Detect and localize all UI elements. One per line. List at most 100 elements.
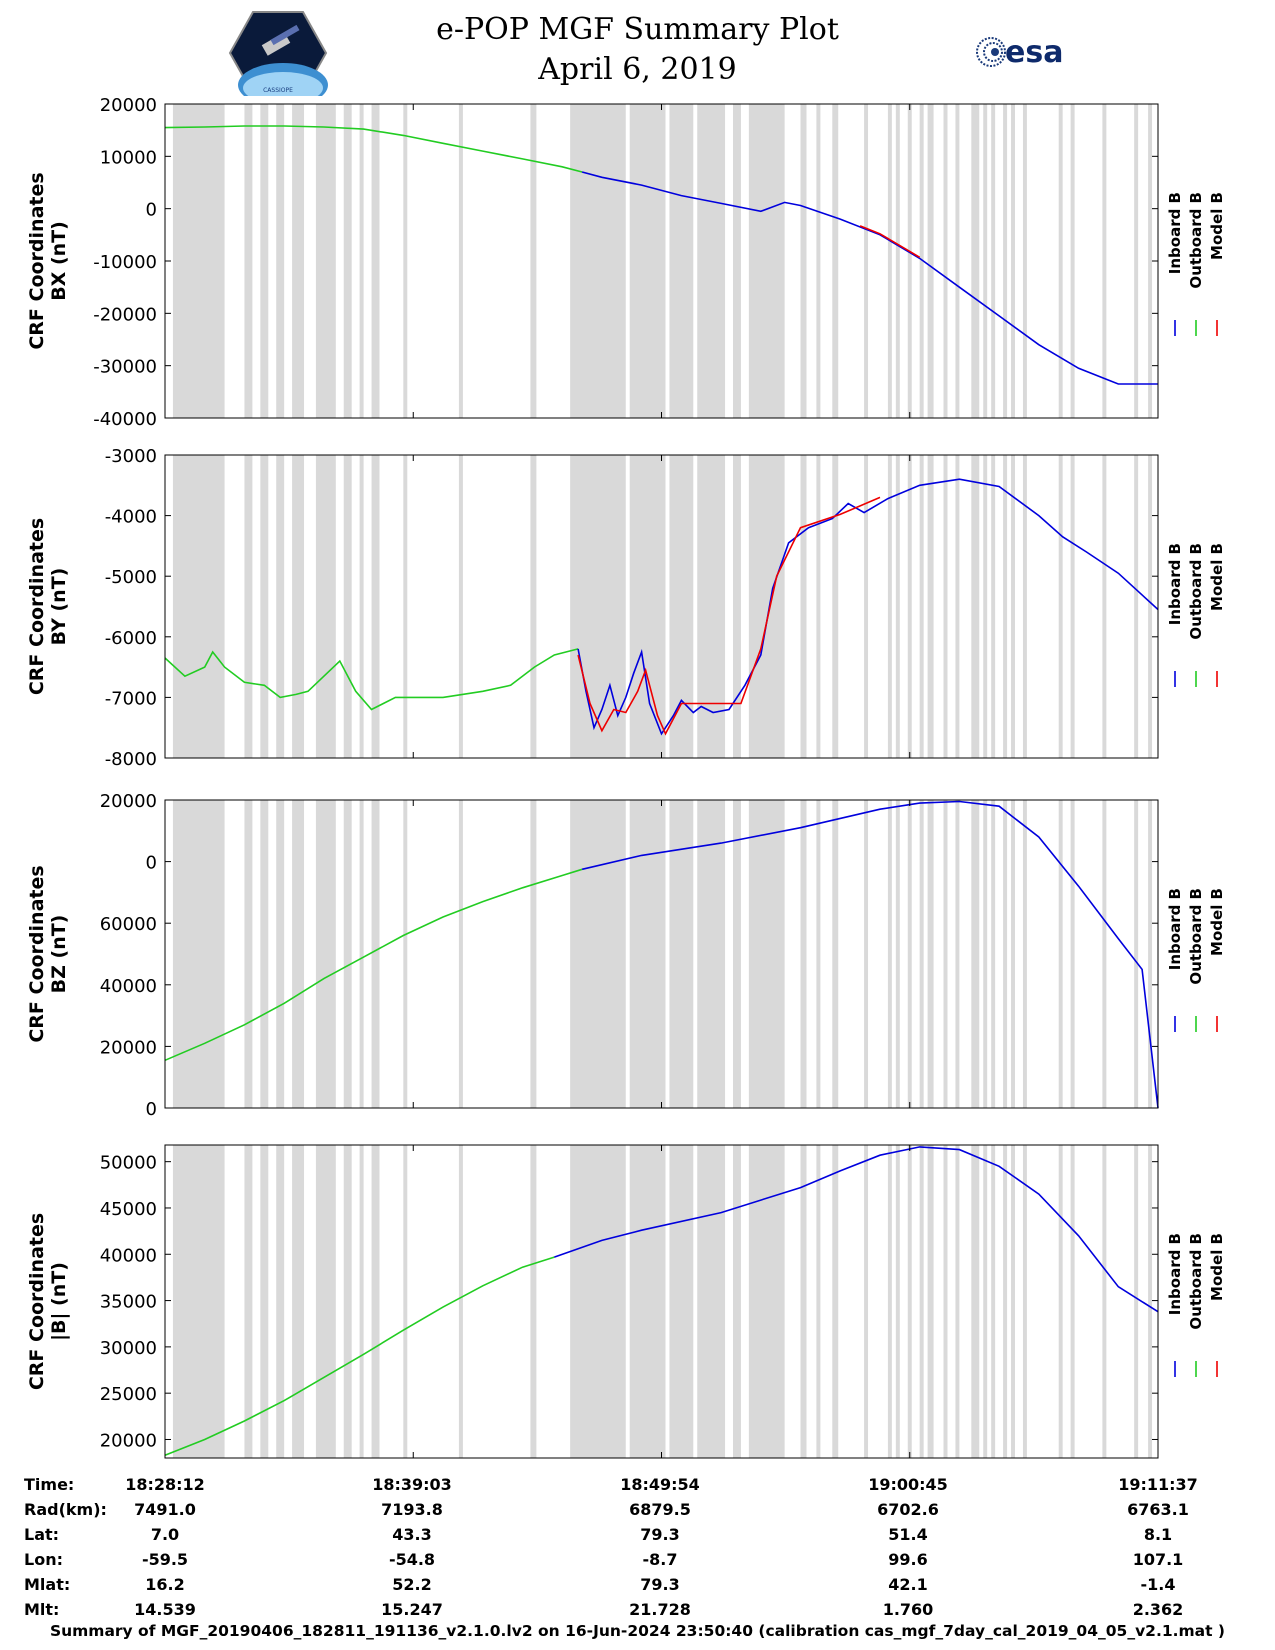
data-gap-band xyxy=(800,800,807,1108)
data-gap-band xyxy=(927,104,934,418)
data-gap-band xyxy=(244,1145,253,1458)
y-tick-label: 40000 xyxy=(100,1245,157,1266)
data-gap-band xyxy=(991,455,996,758)
data-gap-band xyxy=(1011,800,1016,1108)
data-gap-band xyxy=(244,800,253,1108)
data-gap-band xyxy=(832,104,839,418)
y-axis-label: BZ (nT) xyxy=(48,915,70,994)
esa-wordmark: esa xyxy=(1005,35,1063,70)
data-gap-band xyxy=(697,104,726,418)
panel-3: 20000 0 60000 40000 20000 0 CRF Coordinates BZ … xyxy=(26,791,1226,1120)
data-gap-band xyxy=(697,800,726,1108)
data-gap-band xyxy=(359,1145,364,1458)
data-gap-band xyxy=(971,1145,980,1458)
data-gap-band xyxy=(895,455,900,758)
y-tick-label: 25000 xyxy=(100,1384,157,1405)
data-gap-band xyxy=(864,104,869,418)
data-gap-band xyxy=(732,1145,741,1458)
data-gap-band xyxy=(458,800,463,1108)
y-axis-label: CRF Coordinates xyxy=(26,172,48,349)
data-gap-band xyxy=(1102,104,1107,418)
data-gap-band xyxy=(983,800,988,1108)
data-gap-band xyxy=(887,455,892,758)
data-gap-band xyxy=(1102,1145,1107,1458)
data-gap-band xyxy=(887,1145,892,1458)
data-gap-band xyxy=(927,1145,934,1458)
y-tick-label: -5000 xyxy=(105,567,157,588)
y-tick-label: 0 xyxy=(146,853,157,874)
data-gap-band xyxy=(1022,104,1027,418)
data-gap-band xyxy=(907,104,912,418)
data-gap-band xyxy=(276,104,285,418)
data-gap-band xyxy=(530,104,537,418)
plot-title: e-POP MGF Summary Plot xyxy=(436,12,839,47)
series-outboard-b xyxy=(164,868,583,1062)
data-gap-band xyxy=(292,800,305,1108)
panel-4: 50000 45000 40000 35000 30000 25000 20000 CRF C… xyxy=(26,1144,1226,1459)
data-gap-band xyxy=(943,455,948,758)
data-gap-band xyxy=(697,455,726,758)
legend-entry: Model B xyxy=(1208,888,1226,956)
series-model-b xyxy=(859,225,921,258)
data-gap-band xyxy=(919,800,924,1108)
data-gap-band xyxy=(887,800,892,1108)
y-axis-label: BX (nT) xyxy=(48,221,70,301)
y-tick-label: 10000 xyxy=(100,147,157,168)
data-gap-band xyxy=(732,104,741,418)
data-gap-band xyxy=(1070,455,1075,758)
data-gap-band xyxy=(530,455,537,758)
cassiope-logo: CASSIOPE xyxy=(228,11,328,96)
data-gap-band xyxy=(1003,1145,1008,1458)
data-gap-band xyxy=(172,104,225,418)
series-outboard-b xyxy=(164,1256,555,1456)
data-gap-band xyxy=(343,455,352,758)
data-gap-band xyxy=(1070,800,1075,1108)
y-tick-label: 50000 xyxy=(100,1153,157,1174)
data-gap-band xyxy=(343,104,352,418)
y-axis-label: CRF Coordinates xyxy=(26,1213,48,1390)
data-gap-band xyxy=(172,800,225,1108)
series-model-b xyxy=(577,496,881,736)
data-gap-band xyxy=(832,1145,839,1458)
panel-1: 20000 10000 0 -10000 -20000 -30000 -40000 CRF C… xyxy=(26,95,1226,430)
data-gap-band xyxy=(629,104,666,418)
data-gap-band xyxy=(919,104,924,418)
data-gap-band xyxy=(1003,800,1008,1108)
data-gap-band xyxy=(260,1145,269,1458)
data-gap-band xyxy=(887,104,892,418)
series-inboard-b xyxy=(577,478,1159,736)
y-tick-label: -3000 xyxy=(105,446,157,467)
data-gap-band xyxy=(1102,455,1107,758)
data-gap-band xyxy=(1148,104,1153,418)
data-gap-band xyxy=(1011,455,1016,758)
data-gap-band xyxy=(748,455,785,758)
data-gap-band xyxy=(1022,455,1027,758)
legend-entry: Model B xyxy=(1208,1233,1226,1301)
series-inboard-b xyxy=(581,171,1158,385)
data-gap-band xyxy=(832,455,839,758)
data-gap-band xyxy=(927,800,934,1108)
y-tick-label: -10000 xyxy=(93,252,157,273)
data-gap-band xyxy=(359,104,364,418)
data-gap-band xyxy=(983,104,988,418)
data-gap-band xyxy=(1148,800,1153,1108)
data-gap-band xyxy=(629,1145,666,1458)
y-tick-label: -8000 xyxy=(105,749,157,770)
data-gap-band xyxy=(1003,455,1008,758)
data-gap-band xyxy=(748,104,785,418)
data-gap-band xyxy=(1070,104,1075,418)
plot-date: April 6, 2019 xyxy=(538,52,737,87)
data-gap-band xyxy=(1148,1145,1153,1458)
footer-caption: Summary of MGF_20190406_182811_191136_v2… xyxy=(49,1622,1226,1640)
y-axis-label: |B| (nT) xyxy=(48,1262,70,1341)
data-gap-band xyxy=(315,455,336,758)
data-gap-band xyxy=(895,104,900,418)
y-tick-label: -6000 xyxy=(105,628,157,649)
data-gap-band xyxy=(955,455,960,758)
logo-caption: CASSIOPE xyxy=(263,87,293,94)
series-inboard-b xyxy=(554,1146,1159,1313)
data-gap-band xyxy=(570,800,626,1108)
esa-logo: esa xyxy=(976,35,1063,70)
legend-entry: Model B xyxy=(1208,543,1226,611)
